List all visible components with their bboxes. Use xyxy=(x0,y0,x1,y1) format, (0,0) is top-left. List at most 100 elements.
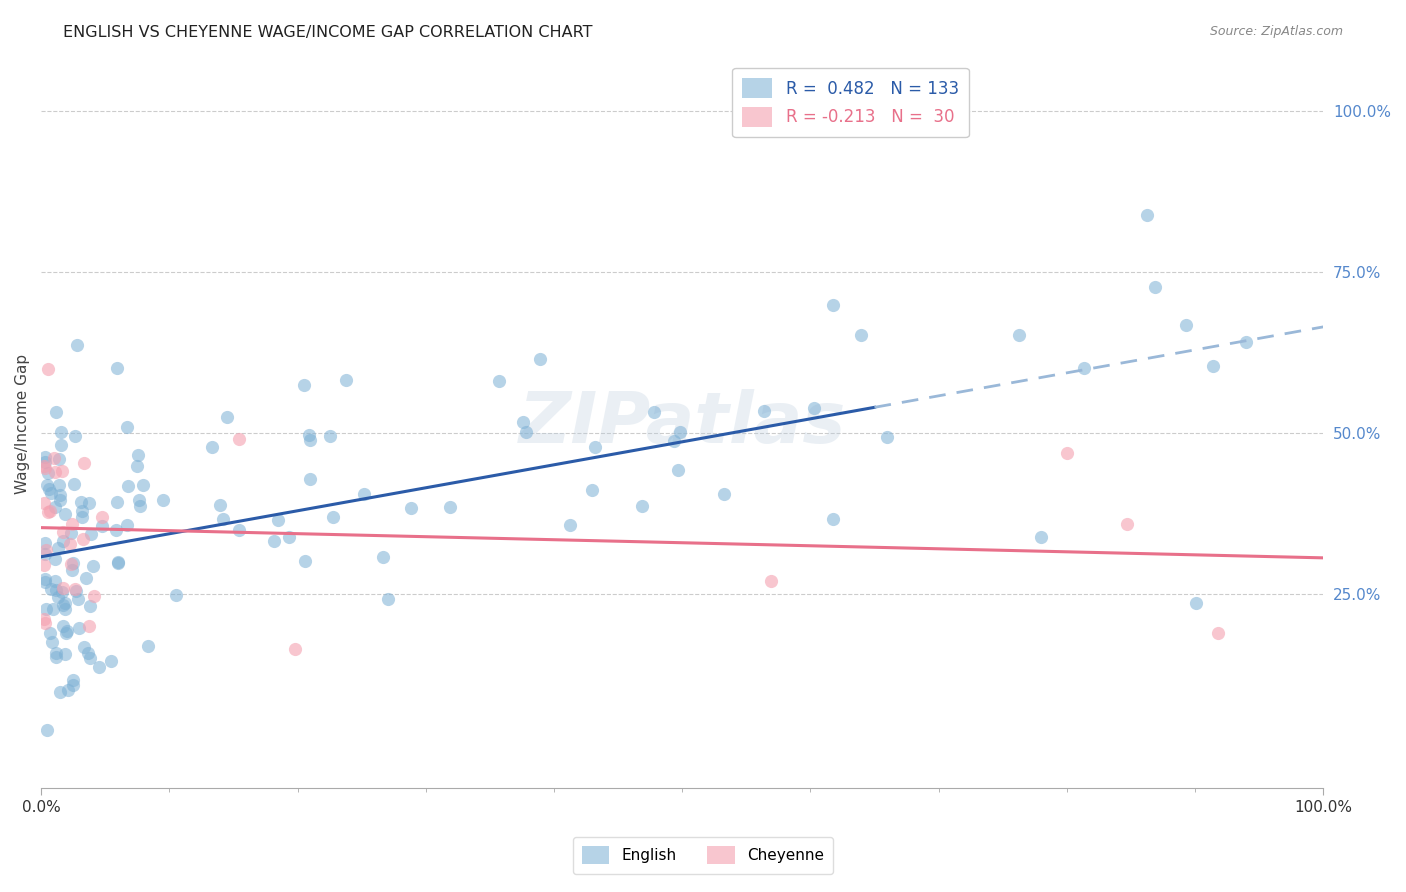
Point xyxy=(37,362,59,376)
Point xyxy=(39,503,62,517)
Point xyxy=(294,554,316,568)
Point xyxy=(851,328,873,343)
Point xyxy=(165,588,187,602)
Point xyxy=(1008,328,1031,343)
Point xyxy=(529,351,551,366)
Point xyxy=(53,596,76,610)
Point xyxy=(127,448,149,462)
Text: ZIPatlas: ZIPatlas xyxy=(519,389,846,458)
Point xyxy=(335,373,357,387)
Point xyxy=(45,649,67,664)
Point xyxy=(669,425,692,440)
Point xyxy=(583,440,606,454)
Point xyxy=(55,626,77,640)
Point xyxy=(488,374,510,388)
Point xyxy=(83,589,105,603)
Point xyxy=(42,601,65,615)
Point xyxy=(75,571,97,585)
Point xyxy=(52,525,75,540)
Point xyxy=(32,612,55,626)
Point xyxy=(129,500,152,514)
Point xyxy=(664,434,686,449)
Point xyxy=(105,361,128,376)
Point xyxy=(79,599,101,613)
Point xyxy=(115,419,138,434)
Point xyxy=(581,483,603,497)
Point xyxy=(1073,360,1095,375)
Point xyxy=(77,646,100,660)
Point xyxy=(371,549,394,564)
Point xyxy=(228,432,250,446)
Point xyxy=(821,298,844,312)
Point xyxy=(1208,625,1230,640)
Point xyxy=(65,428,87,442)
Point xyxy=(32,458,55,473)
Point xyxy=(58,683,80,698)
Point xyxy=(34,601,56,615)
Point xyxy=(55,624,77,639)
Point xyxy=(1201,359,1223,373)
Point xyxy=(52,618,75,632)
Point xyxy=(80,526,103,541)
Point xyxy=(72,509,94,524)
Point xyxy=(38,482,60,496)
Point xyxy=(876,430,898,444)
Point xyxy=(35,723,58,737)
Point xyxy=(51,464,73,478)
Point xyxy=(46,590,69,604)
Point xyxy=(34,450,56,464)
Point xyxy=(217,410,239,425)
Point xyxy=(377,591,399,606)
Point xyxy=(65,338,87,352)
Point xyxy=(1236,335,1258,350)
Point xyxy=(209,499,232,513)
Point xyxy=(34,547,56,561)
Point xyxy=(298,427,321,442)
Point xyxy=(53,602,76,616)
Point xyxy=(41,582,63,597)
Point xyxy=(399,501,422,516)
Point xyxy=(558,518,581,533)
Point xyxy=(34,542,56,557)
Point xyxy=(77,496,100,510)
Point xyxy=(299,471,322,485)
Point xyxy=(100,654,122,668)
Point xyxy=(117,518,139,533)
Point xyxy=(353,487,375,501)
Point xyxy=(66,591,89,606)
Point xyxy=(32,495,55,509)
Point xyxy=(136,639,159,653)
Point xyxy=(278,530,301,544)
Point xyxy=(60,517,83,532)
Point xyxy=(49,437,72,451)
Point xyxy=(319,429,342,443)
Point xyxy=(44,500,66,515)
Point xyxy=(127,459,149,474)
Point xyxy=(1136,208,1159,222)
Point xyxy=(132,478,155,492)
Legend: R =  0.482   N = 133, R = -0.213   N =  30: R = 0.482 N = 133, R = -0.213 N = 30 xyxy=(733,68,969,137)
Point xyxy=(42,450,65,465)
Point xyxy=(34,536,56,550)
Point xyxy=(72,533,94,547)
Point xyxy=(212,512,235,526)
Point xyxy=(44,552,66,566)
Point xyxy=(91,509,114,524)
Point xyxy=(228,524,250,538)
Point xyxy=(104,523,127,537)
Point xyxy=(45,646,67,660)
Point xyxy=(105,495,128,509)
Point xyxy=(53,648,76,662)
Point xyxy=(63,477,86,491)
Point xyxy=(51,585,73,599)
Point xyxy=(90,518,112,533)
Point xyxy=(512,415,534,429)
Point xyxy=(37,505,59,519)
Point xyxy=(44,466,66,480)
Point xyxy=(52,582,75,596)
Point xyxy=(515,425,537,440)
Text: Source: ZipAtlas.com: Source: ZipAtlas.com xyxy=(1209,25,1343,38)
Point xyxy=(630,499,652,513)
Point xyxy=(62,673,84,687)
Point xyxy=(73,640,96,654)
